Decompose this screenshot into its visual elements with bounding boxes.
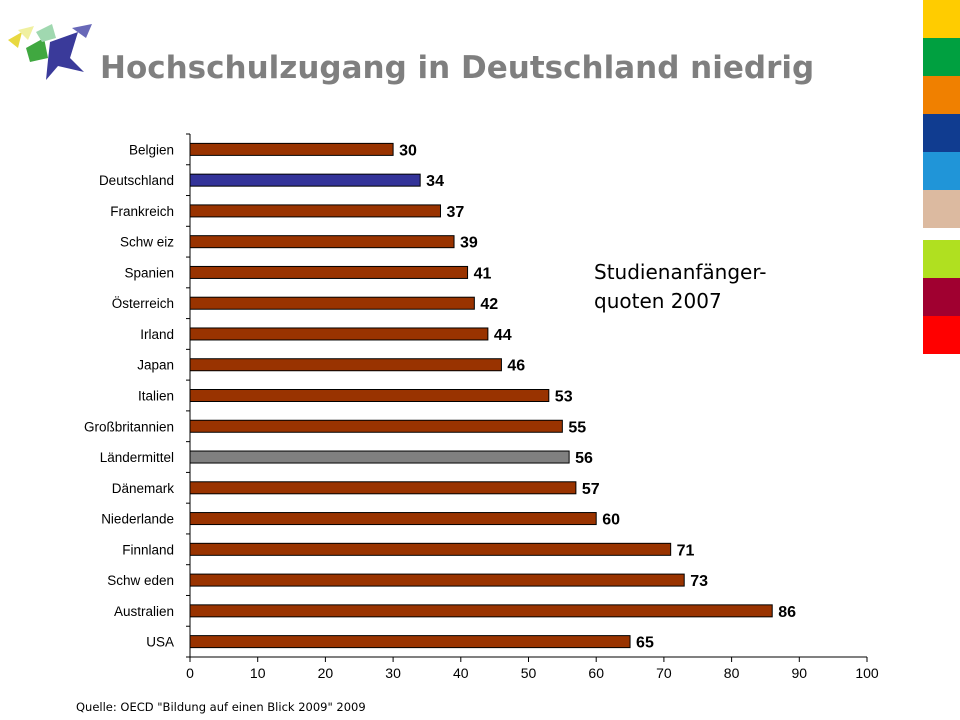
bar-value-label: 57 — [582, 481, 600, 498]
bar-value-label: 71 — [677, 542, 695, 559]
bar — [189, 512, 597, 526]
chart-note: Studienanfänger- quoten 2007 — [594, 258, 767, 316]
x-tick-label: 60 — [588, 665, 604, 681]
category-label: Ländermittel — [100, 450, 174, 465]
category-label: Niederlande — [101, 512, 174, 527]
stripe-lime — [923, 240, 960, 278]
bar-value-label: 73 — [690, 573, 708, 590]
bar-value-label: 56 — [575, 450, 593, 467]
stripe-yellow — [923, 0, 960, 38]
x-tick-label: 70 — [656, 665, 672, 681]
category-label: Österreich — [112, 296, 174, 311]
stripe-gap — [923, 228, 960, 240]
category-label: Finnland — [122, 542, 174, 557]
bar — [189, 358, 502, 372]
category-label: Großbritannien — [84, 419, 174, 434]
stripe-beige — [923, 190, 960, 228]
stripe-red — [923, 316, 960, 354]
bar — [189, 573, 685, 587]
note-line-2: quoten 2007 — [594, 289, 722, 313]
category-label: Irland — [140, 327, 174, 342]
bar-value-label: 53 — [555, 389, 573, 406]
bar — [189, 389, 550, 402]
bar — [189, 296, 475, 310]
bar-value-label: 34 — [426, 173, 444, 190]
bar — [189, 604, 773, 618]
bar — [189, 542, 672, 556]
note-line-1: Studienanfänger- — [594, 260, 767, 284]
category-label: Dänemark — [112, 481, 175, 496]
category-label: Deutschland — [99, 173, 174, 188]
bar-value-label: 60 — [602, 512, 620, 529]
bar — [189, 173, 421, 187]
bar — [189, 327, 489, 341]
stripe-crimson — [923, 278, 960, 316]
bar — [189, 635, 631, 649]
x-tick-label: 90 — [792, 665, 808, 681]
source-note: Quelle: OECD "Bildung auf einen Blick 20… — [76, 700, 366, 714]
x-tick-label: 40 — [453, 665, 469, 681]
category-label: USA — [146, 635, 174, 650]
category-label: Frankreich — [110, 204, 174, 219]
bar-value-label: 41 — [474, 265, 492, 282]
page-title: Hochschulzugang in Deutschland niedrig — [100, 50, 815, 86]
bar — [189, 419, 563, 433]
color-stripe-bar — [923, 0, 960, 354]
x-tick-label: 50 — [521, 665, 537, 681]
category-label: Italien — [138, 389, 174, 404]
bar-value-label: 46 — [507, 358, 525, 375]
bar-value-label: 44 — [494, 327, 512, 344]
stripe-orange — [923, 76, 960, 114]
x-tick-label: 80 — [724, 665, 740, 681]
bar-value-label: 55 — [568, 419, 586, 436]
bar — [189, 265, 469, 279]
x-tick-label: 10 — [250, 665, 266, 681]
x-tick-label: 20 — [318, 665, 334, 681]
stripe-green — [923, 38, 960, 76]
category-label: Australien — [114, 604, 174, 619]
bar — [189, 142, 394, 156]
category-label: Japan — [137, 358, 174, 373]
bar — [189, 204, 441, 218]
category-label: Belgien — [129, 142, 174, 157]
stripe-lightblue — [923, 152, 960, 190]
bar-value-label: 65 — [636, 635, 654, 652]
bar — [189, 481, 577, 495]
logo — [0, 18, 100, 85]
bar-value-label: 39 — [460, 235, 478, 252]
x-tick-label: 30 — [385, 665, 401, 681]
bar-value-label: 37 — [446, 204, 464, 221]
bar-value-label: 42 — [480, 296, 498, 313]
x-tick-label: 100 — [855, 665, 879, 681]
category-label: Spanien — [124, 265, 174, 280]
stripe-darkblue — [923, 114, 960, 152]
category-label: Schw eden — [107, 573, 174, 588]
x-tick-label: 0 — [186, 665, 194, 681]
bar — [189, 235, 455, 249]
bar-value-label: 86 — [778, 604, 796, 621]
category-label: Schw eiz — [120, 235, 174, 250]
bar-value-label: 30 — [399, 142, 417, 159]
bar — [189, 450, 570, 464]
